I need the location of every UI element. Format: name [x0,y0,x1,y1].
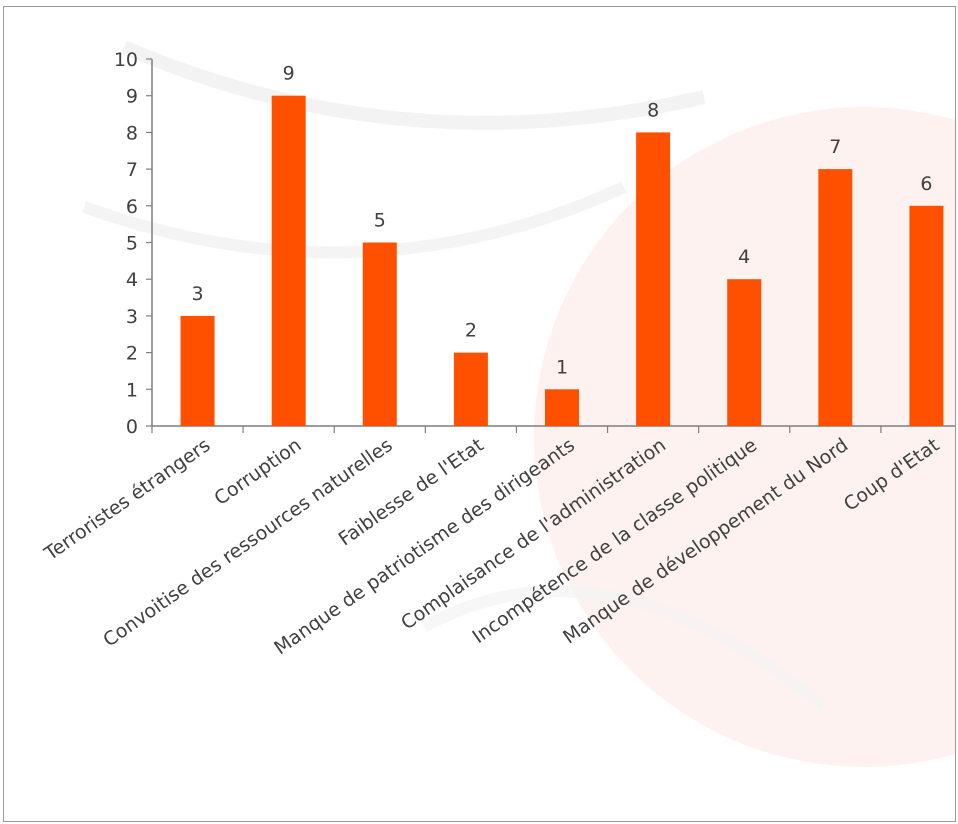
y-tick-label: 2 [126,343,138,365]
y-tick-label: 8 [126,122,138,144]
chart-frame: 0 1 2 3 4 5 6 7 8 9 10 3 9 5 2 1 8 4 7 6 Terroristes étran… [3,6,956,822]
y-tick-label: 4 [126,269,138,291]
bar [909,205,944,426]
value-label: 2 [465,320,477,342]
value-label: 8 [647,99,659,121]
y-tick-label: 3 [126,306,138,328]
bar [180,315,215,426]
bar [636,132,671,426]
bar [818,169,853,426]
bar [271,95,306,426]
bar [362,242,397,426]
y-axis-ticks: 0 1 2 3 4 5 6 7 8 9 10 [114,49,152,438]
value-label: 6 [920,173,932,195]
value-label: 1 [556,356,568,378]
bar [545,389,579,426]
y-tick-label: 10 [114,49,138,71]
value-label: 9 [283,63,295,85]
y-tick-label: 5 [126,233,138,255]
bar [453,352,488,426]
y-tick-label: 0 [126,416,138,438]
y-tick-label: 9 [126,86,138,108]
bar-chart: 0 1 2 3 4 5 6 7 8 9 10 3 9 5 2 1 8 4 7 6 Terroristes étran… [40,40,955,767]
value-label: 5 [374,210,386,232]
y-tick-label: 7 [126,159,138,181]
value-label: 7 [829,136,841,158]
y-tick-label: 6 [126,196,138,218]
value-label: 4 [738,246,750,268]
bars [180,95,944,426]
value-labels: 3 9 5 2 1 8 4 7 6 [192,63,933,379]
bar [727,279,762,426]
value-label: 3 [192,283,204,305]
y-tick-label: 1 [126,379,138,401]
category-label: Terroristes étrangers [40,434,215,565]
